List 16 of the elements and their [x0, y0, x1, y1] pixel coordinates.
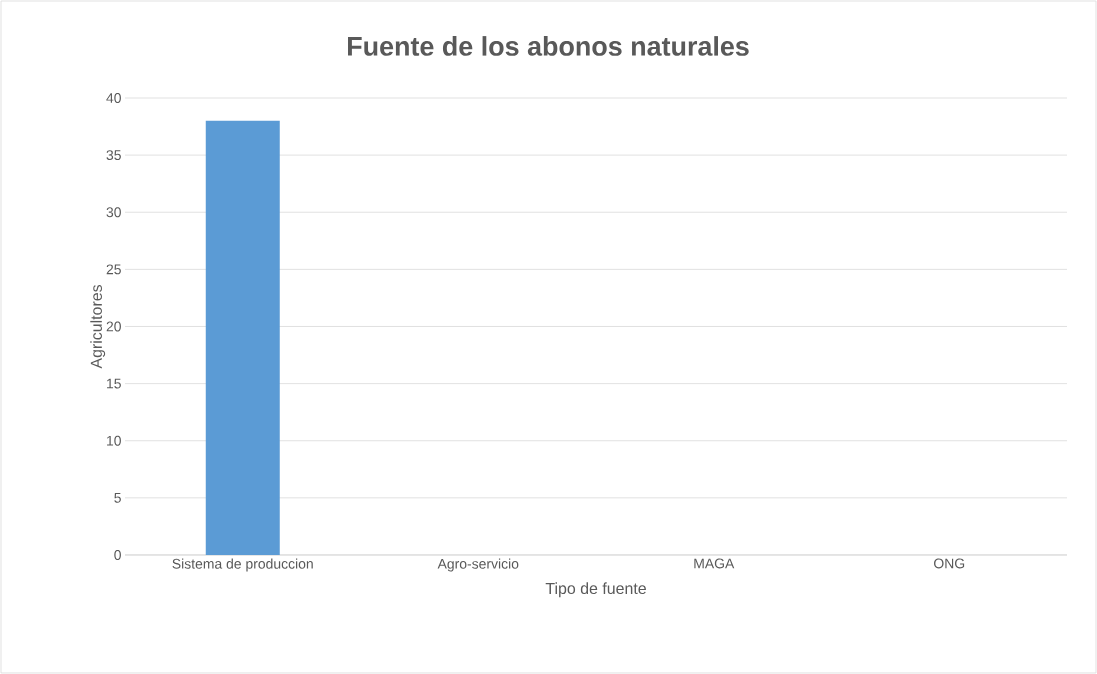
x-tick-label: MAGA [694, 558, 735, 569]
y-tick-label: 40 [106, 93, 121, 103]
x-tick-label: Agro-servicio [437, 558, 519, 572]
y-tick-label: 5 [114, 493, 121, 503]
y-axis-title: Agricultores [90, 285, 106, 369]
x-tick-label: Sistema de produccion [172, 558, 313, 572]
y-tick-label: 15 [107, 378, 121, 389]
chart-title: Fuente de los abonos naturales [348, 36, 749, 56]
y-tick-label: 10 [107, 435, 121, 446]
y-tick-label: 0 [114, 550, 121, 560]
x-tick-label: ONG [934, 558, 965, 569]
y-tick-label: 20 [106, 321, 121, 332]
y-tick-label: 35 [106, 150, 121, 161]
y-tick-label: 30 [106, 207, 121, 218]
y-tick-label: 25 [106, 264, 121, 275]
x-axis-title: Tipo de fuente [545, 582, 646, 598]
